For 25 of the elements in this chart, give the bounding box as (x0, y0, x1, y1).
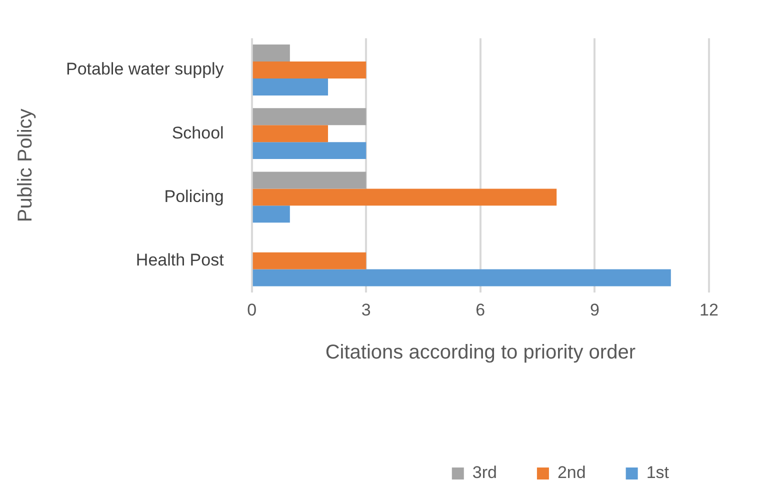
bar (252, 172, 366, 189)
y-axis-title: Public Policy (14, 108, 37, 222)
bar (252, 78, 328, 96)
bar (252, 252, 366, 270)
bar (252, 142, 366, 160)
x-tick-label: 9 (590, 300, 600, 320)
bar (252, 62, 366, 78)
y-tick-label: Policing (164, 186, 224, 206)
bar (252, 206, 290, 223)
bar (252, 108, 366, 126)
x-tick-label: 6 (476, 300, 486, 320)
x-tick-label: 12 (700, 300, 718, 320)
bar (252, 125, 328, 142)
y-tick-label: School (172, 123, 224, 142)
bar (252, 44, 290, 62)
legend-label: 2nd (557, 463, 586, 482)
bar (252, 188, 557, 206)
y-tick-label: Health Post (136, 250, 224, 270)
x-tick-label: 0 (247, 300, 257, 320)
legend-label: 3rd (472, 463, 497, 482)
y-tick-label: Potable water supply (66, 60, 224, 79)
x-tick-label: 3 (361, 300, 371, 320)
bar (252, 269, 671, 286)
legend-label: 1st (646, 463, 670, 482)
x-axis-title: Citations according to priority order (325, 342, 636, 364)
